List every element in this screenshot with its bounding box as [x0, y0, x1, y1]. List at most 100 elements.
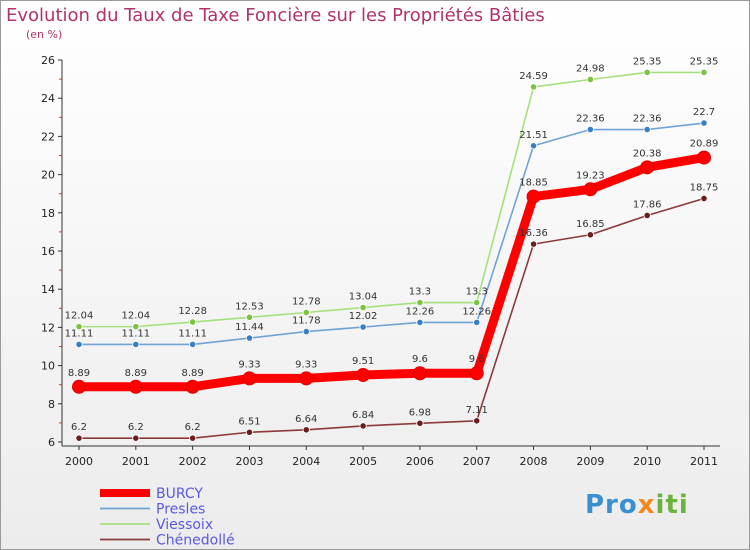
data-point — [643, 211, 651, 220]
data-point — [586, 125, 594, 134]
data-point — [75, 323, 83, 331]
data-label: 25.35 — [633, 56, 662, 67]
data-point — [356, 367, 371, 382]
data-point — [245, 428, 254, 436]
data-point — [526, 189, 541, 204]
data-label: 6.2 — [71, 422, 87, 433]
y-tick-label: 10 — [41, 360, 55, 373]
data-label: 12.26 — [406, 306, 435, 317]
x-tick-label: 2006 — [406, 455, 434, 468]
data-point — [529, 240, 538, 248]
data-label: 11.11 — [121, 328, 150, 339]
data-point — [416, 298, 424, 307]
legend-label: BURCY — [156, 486, 203, 502]
series-line-presles — [78, 122, 705, 346]
data-point — [416, 318, 424, 327]
data-point — [189, 434, 197, 442]
data-label: 12.04 — [121, 311, 150, 322]
data-point — [586, 75, 594, 84]
data-point — [583, 182, 598, 197]
data-label: 16.85 — [576, 219, 605, 230]
data-point — [700, 119, 708, 127]
data-label: 7.11 — [466, 405, 488, 416]
data-label: 6.64 — [295, 414, 317, 425]
data-point — [643, 68, 651, 77]
data-point — [302, 308, 310, 317]
data-label: 13.3 — [466, 287, 488, 298]
x-tick-label: 2007 — [463, 455, 491, 468]
data-point — [529, 142, 538, 150]
data-label: 9.6 — [469, 354, 485, 365]
data-label: 20.89 — [690, 139, 719, 150]
data-point — [643, 125, 651, 134]
series-line-burcy — [74, 153, 709, 392]
data-label: 8.89 — [68, 368, 90, 379]
data-point — [700, 194, 708, 203]
data-point — [586, 231, 594, 239]
x-tick-label: 2001 — [122, 455, 150, 468]
chart-subtitle: (en %) — [26, 28, 63, 41]
legend-label: Viessoix — [156, 517, 213, 533]
legend-label: Presles — [156, 502, 205, 518]
y-tick-label: 20 — [41, 169, 55, 182]
data-label: 19.23 — [576, 170, 605, 181]
y-tick-label: 12 — [41, 321, 55, 334]
y-tick-label: 8 — [48, 398, 55, 411]
data-point — [75, 434, 83, 442]
data-label: 22.7 — [693, 107, 715, 118]
data-label: 11.11 — [178, 328, 207, 339]
data-label: 16.36 — [519, 228, 548, 239]
data-label: 12.04 — [65, 311, 94, 322]
y-tick-label: 16 — [41, 245, 55, 258]
data-point — [242, 371, 257, 386]
y-tick-label: 14 — [41, 283, 55, 296]
data-point — [128, 379, 143, 394]
data-point — [302, 328, 310, 336]
data-label: 6.98 — [409, 407, 431, 418]
data-label: 18.75 — [690, 182, 719, 193]
x-tick-label: 2002 — [179, 455, 207, 468]
y-tick-label: 6 — [48, 436, 55, 449]
data-label: 9.51 — [352, 356, 374, 367]
data-point — [72, 379, 86, 394]
data-point — [697, 150, 711, 165]
data-label: 17.86 — [633, 199, 662, 210]
data-label: 9.33 — [238, 359, 260, 370]
data-label: 11.78 — [292, 316, 321, 327]
y-tick-label: 18 — [41, 207, 55, 220]
series-line-chénedollé — [78, 197, 705, 439]
data-point — [132, 434, 140, 442]
data-label: 22.36 — [633, 114, 662, 125]
data-point — [299, 371, 314, 386]
data-label: 12.53 — [235, 301, 264, 312]
data-point — [185, 379, 200, 394]
data-point — [189, 318, 197, 326]
data-point — [412, 366, 427, 381]
data-point — [473, 298, 481, 307]
data-label: 9.6 — [412, 354, 428, 365]
x-tick-label: 2003 — [235, 455, 263, 468]
data-label: 6.2 — [185, 422, 201, 433]
y-tick-label: 22 — [41, 130, 55, 143]
legend-label: Chénedollé — [156, 533, 235, 549]
data-point — [245, 313, 254, 321]
data-point — [75, 340, 83, 348]
data-point — [359, 303, 367, 312]
proxiti-logo: Proxiti — [585, 490, 689, 520]
data-label: 25.35 — [690, 56, 719, 67]
data-label: 20.38 — [633, 148, 662, 159]
y-tick-label: 26 — [41, 54, 55, 67]
series-line-viessoix — [78, 71, 705, 328]
data-point — [473, 318, 481, 327]
data-label: 11.11 — [65, 328, 94, 339]
data-label: 24.59 — [519, 71, 548, 82]
data-label: 6.51 — [238, 416, 260, 427]
data-label: 12.02 — [349, 311, 378, 322]
data-label: 11.44 — [235, 322, 264, 333]
data-point — [132, 340, 140, 348]
data-point — [359, 323, 367, 331]
data-label: 9.33 — [295, 359, 317, 370]
data-point — [302, 426, 310, 434]
